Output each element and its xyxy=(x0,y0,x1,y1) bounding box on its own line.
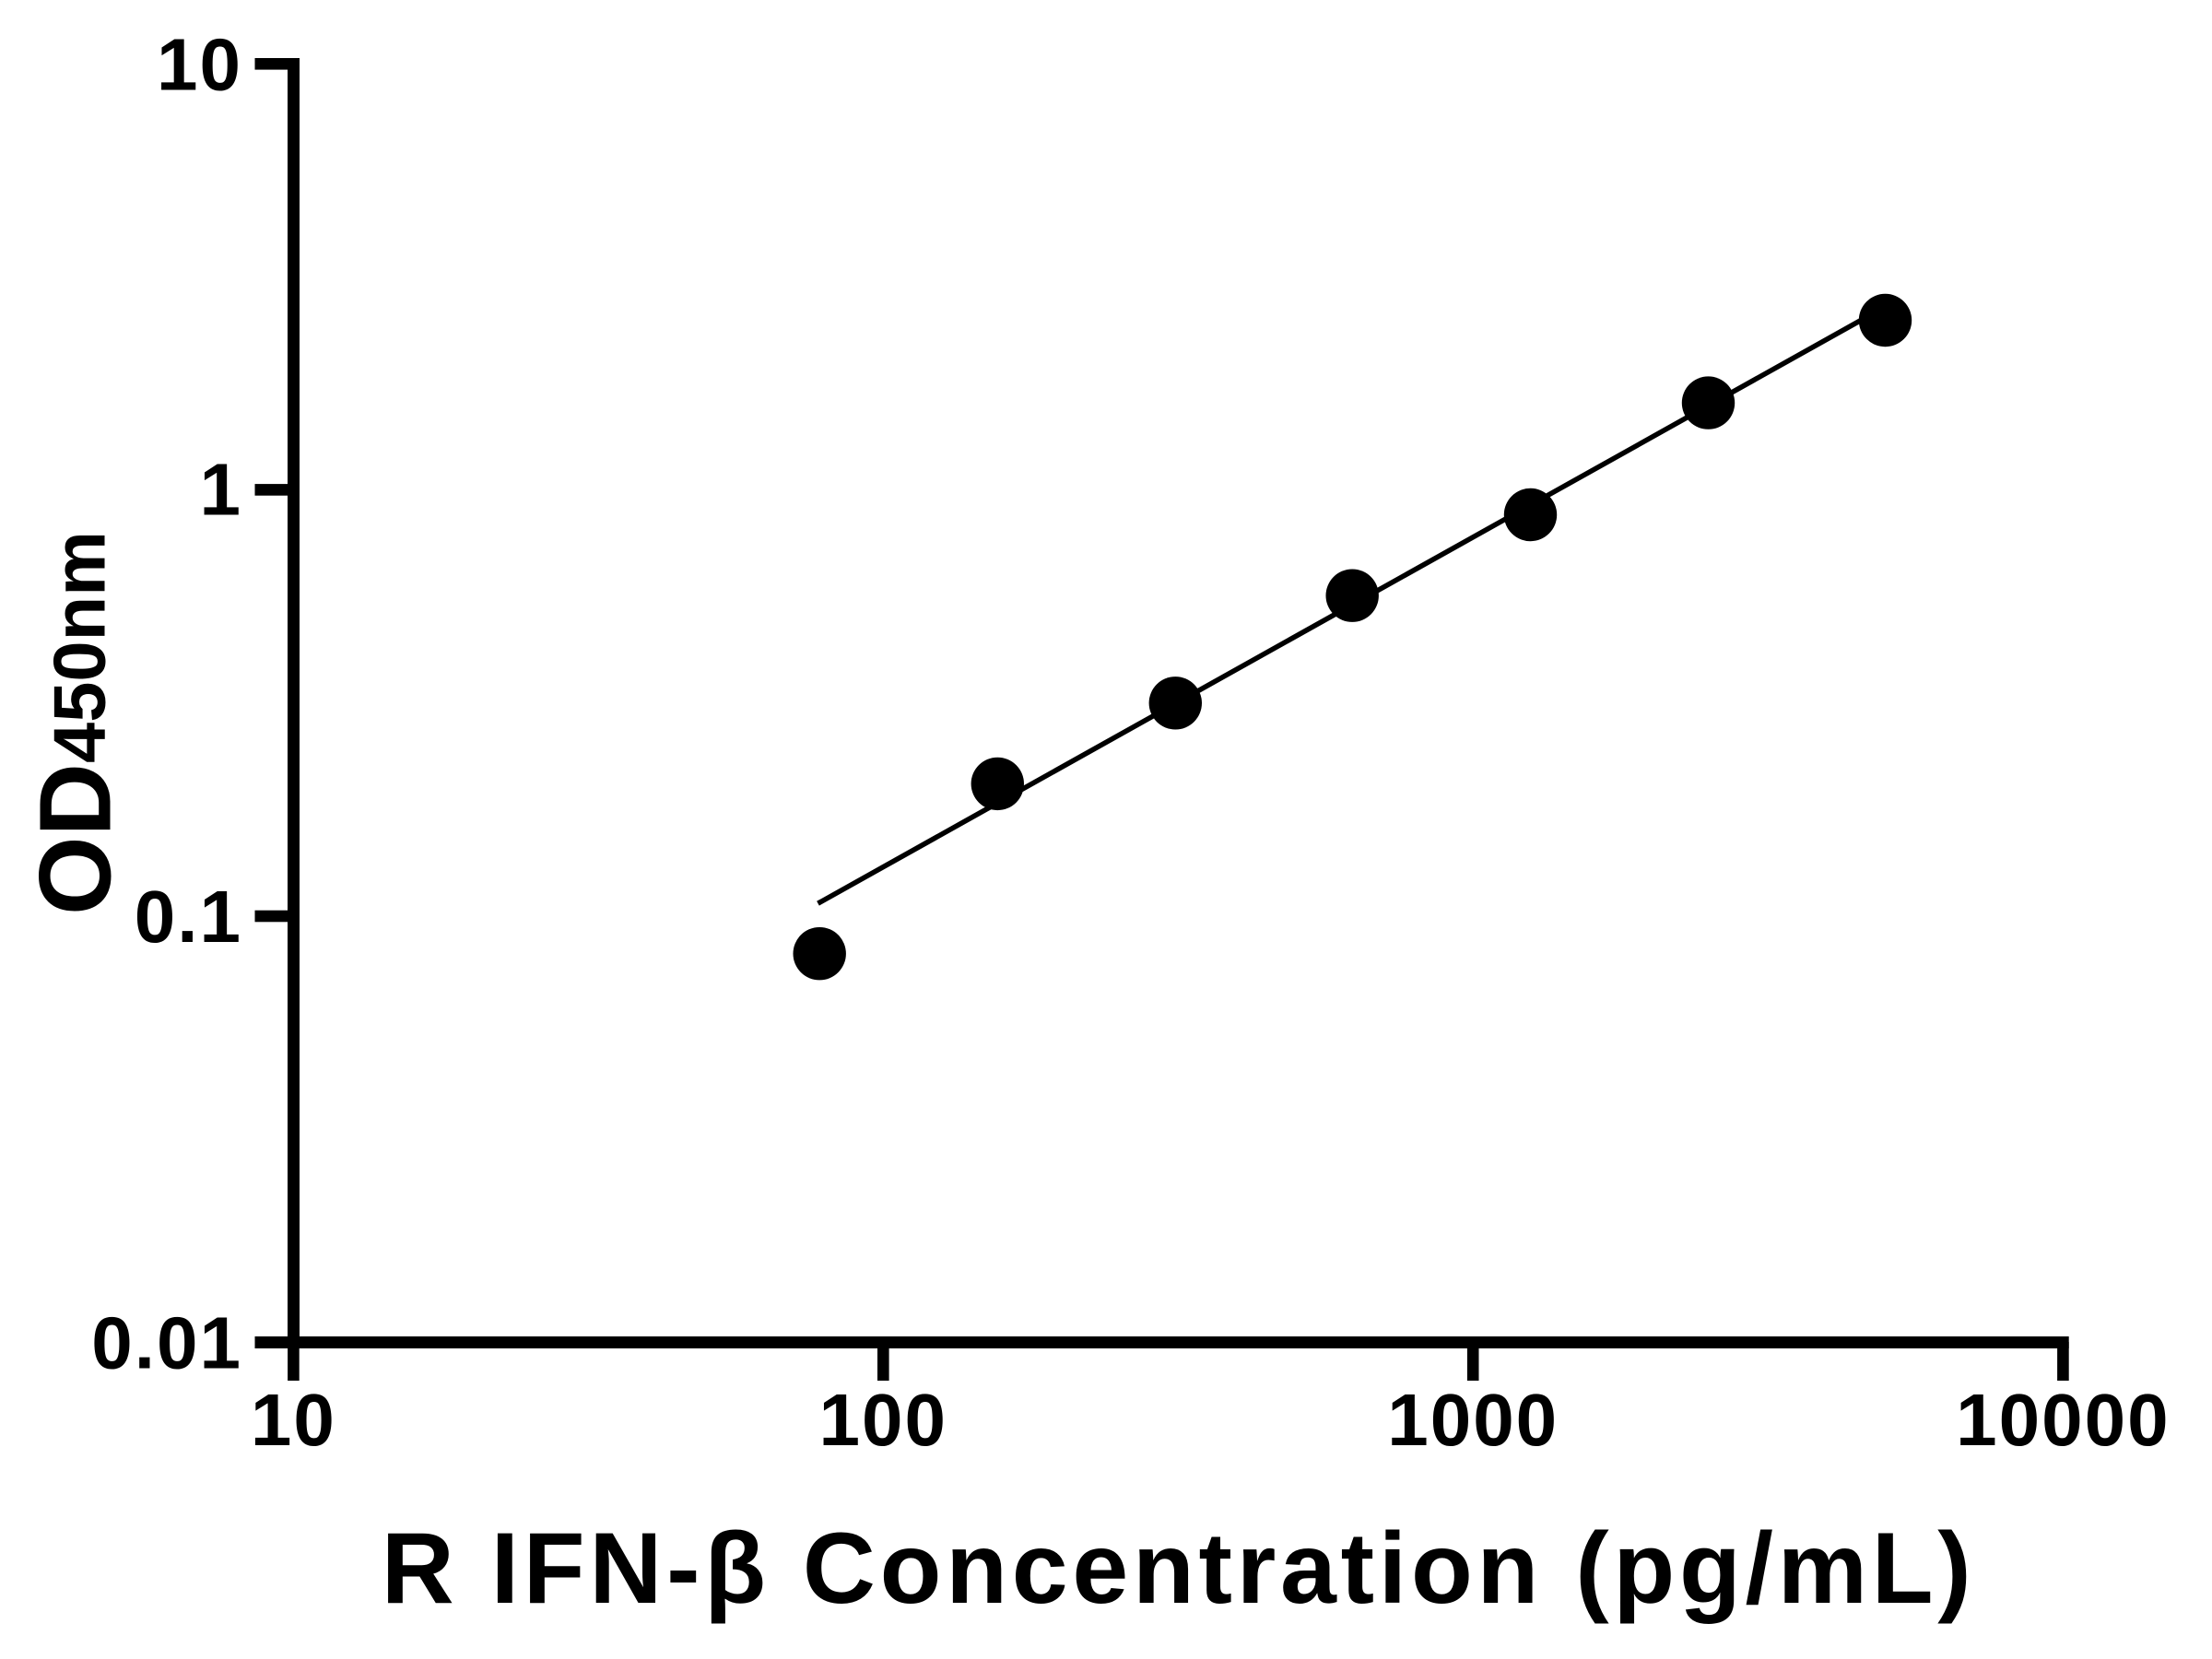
svg-text:10: 10 xyxy=(157,24,242,106)
svg-text:10000: 10000 xyxy=(1956,1379,2170,1461)
svg-text:10: 10 xyxy=(251,1379,336,1461)
svg-text:0.01: 0.01 xyxy=(91,1302,242,1384)
svg-text:OD450nm: OD450nm xyxy=(19,531,133,915)
svg-text:1000: 1000 xyxy=(1387,1379,1559,1461)
svg-text:R IFN-β Concentration (pg/mL): R IFN-β Concentration (pg/mL) xyxy=(382,1512,1976,1625)
svg-text:100: 100 xyxy=(819,1379,947,1461)
svg-text:0.1: 0.1 xyxy=(135,876,242,958)
svg-text:1: 1 xyxy=(200,449,243,531)
